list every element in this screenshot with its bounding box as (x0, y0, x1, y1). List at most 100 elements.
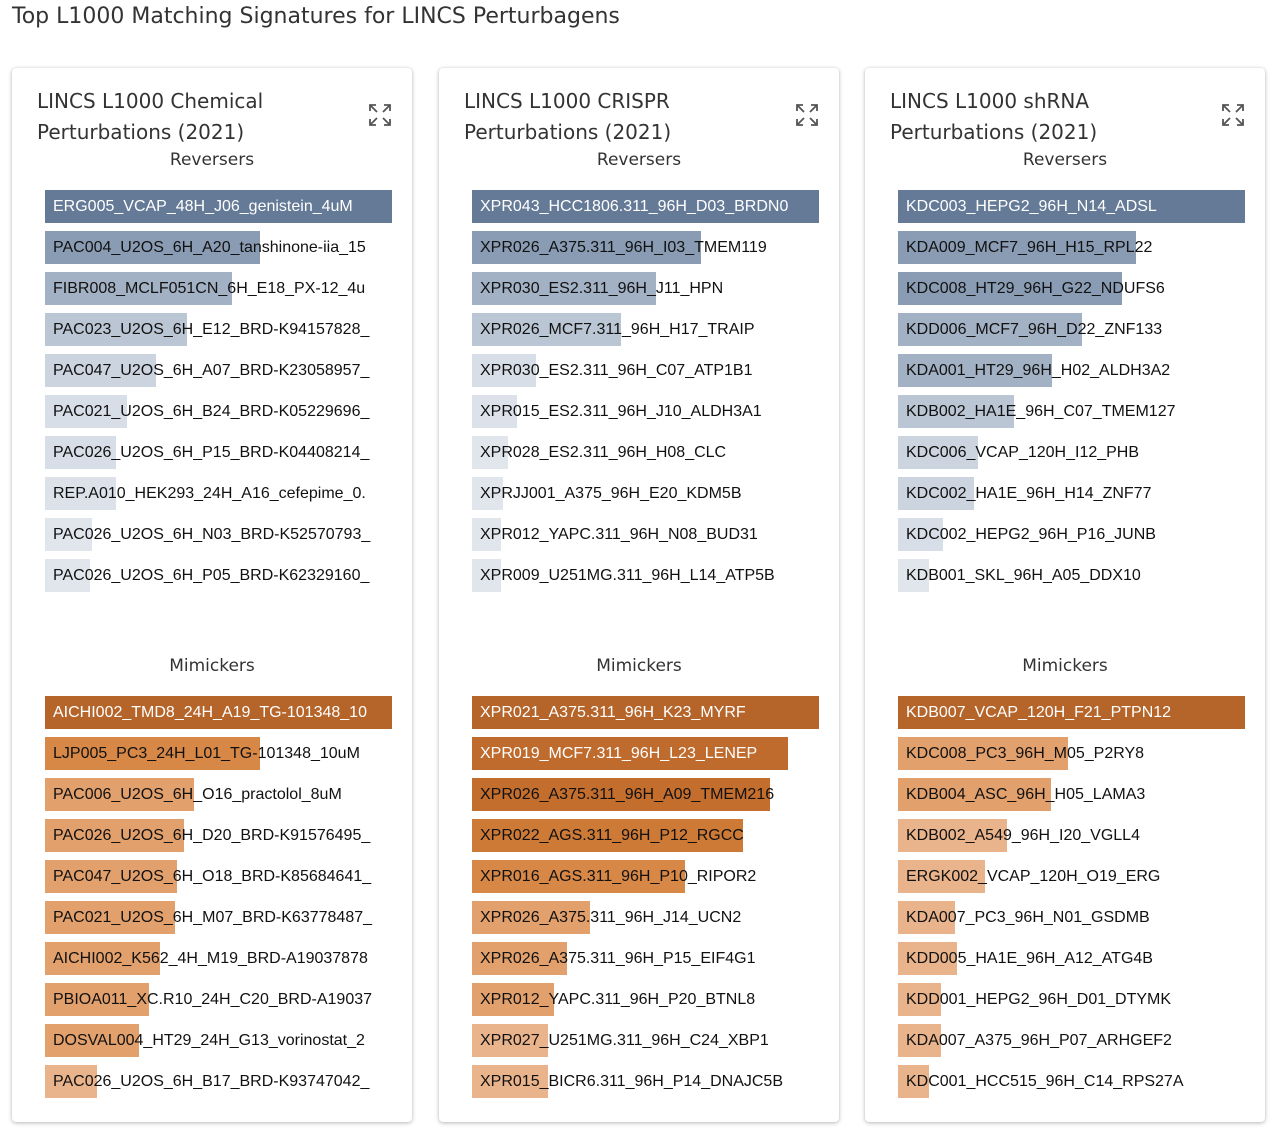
mimickers-bar-row[interactable]: PAC026_U2OS_6H_B17_BRD-K93747042_ (45, 1065, 400, 1098)
reversers-bar (45, 354, 156, 387)
reversers-bar-label: KDC002_HEPG2_96H_P16_JUNB (906, 526, 1156, 543)
mimickers-bar-row[interactable]: PAC026_U2OS_6H_D20_BRD-K91576495_ (45, 819, 400, 852)
reversers-bar (472, 559, 501, 592)
reversers-bar-row[interactable]: PAC004_U2OS_6H_A20_tanshinone-iia_15 (45, 231, 400, 264)
mimickers-bar-row[interactable]: XPR015_BICR6.311_96H_P14_DNAJC5B (472, 1065, 827, 1098)
reversers-bar-row[interactable]: ERG005_VCAP_48H_J06_genistein_4uM (45, 190, 400, 223)
expand-icon[interactable] (1221, 103, 1245, 127)
reversers-bar-label: XPR009_U251MG.311_96H_L14_ATP5B (480, 567, 775, 584)
reversers-bar-label: KDC003_HEPG2_96H_N14_ADSL (906, 198, 1157, 215)
mimickers-bar-row[interactable]: KDD005_HA1E_96H_A12_ATG4B (898, 942, 1253, 975)
mimickers-bar-row[interactable]: KDC001_HCC515_96H_C14_RPS27A (898, 1065, 1253, 1098)
mimickers-bar-row[interactable]: AICHI002_TMD8_24H_A19_TG-101348_10 (45, 696, 400, 729)
mimickers-bar-row[interactable]: KDD001_HEPG2_96H_D01_DTYMK (898, 983, 1253, 1016)
reversers-bar-row[interactable]: KDC003_HEPG2_96H_N14_ADSL (898, 190, 1253, 223)
reversers-bar (472, 518, 501, 551)
reversers-bar-row[interactable]: XPR015_ES2.311_96H_J10_ALDH3A1 (472, 395, 827, 428)
reversers-bar-row[interactable]: XPR026_A375.311_96H_I03_TMEM119 (472, 231, 827, 264)
mimickers-bar-row[interactable]: PAC006_U2OS_6H_O16_practolol_8uM (45, 778, 400, 811)
reversers-bar-row[interactable]: KDC006_VCAP_120H_I12_PHB (898, 436, 1253, 469)
reversers-title: Reversers (596, 150, 682, 170)
reversers-bar-label: XPRJJ001_A375_96H_E20_KDM5B (480, 485, 742, 502)
reversers-bar (898, 231, 1136, 264)
reversers-bar (472, 436, 508, 469)
mimickers-bar-list: AICHI002_TMD8_24H_A19_TG-101348_10 LJP005… (45, 696, 400, 1106)
reversers-bar-row[interactable]: FIBR008_MCLF051CN_6H_E18_PX-12_4u (45, 272, 400, 305)
page-title: Top L1000 Matching Signatures for LINCS … (12, 4, 620, 29)
reversers-bar-label: KDC008_HT29_96H_G22_NDUFS6 (906, 280, 1165, 297)
reversers-bar-row[interactable]: KDC008_HT29_96H_G22_NDUFS6 (898, 272, 1253, 305)
mimickers-bar-row[interactable]: XPR019_MCF7.311_96H_L23_LENEP (472, 737, 827, 770)
mimickers-bar-row[interactable]: KDC008_PC3_96H_M05_P2RY8 (898, 737, 1253, 770)
reversers-bar-row[interactable]: KDB001_SKL_96H_A05_DDX10 (898, 559, 1253, 592)
reversers-bar-label: XPR043_HCC1806.311_96H_D03_BRDN0 (480, 198, 789, 215)
reversers-bar-row[interactable]: REP.A010_HEK293_24H_A16_cefepime_0. (45, 477, 400, 510)
mimickers-bar-row[interactable]: PAC047_U2OS_6H_O18_BRD-K85684641_ (45, 860, 400, 893)
expand-icon[interactable] (795, 103, 819, 127)
reversers-bar-row[interactable]: XPR009_U251MG.311_96H_L14_ATP5B (472, 559, 827, 592)
mimickers-bar (472, 778, 770, 811)
mimickers-bar-label: KDB004_ASC_96H_H05_LAMA3 (906, 786, 1146, 803)
reversers-bar (45, 559, 90, 592)
expand-icon[interactable] (368, 103, 392, 127)
mimickers-bar-row[interactable]: XPR027_U251MG.311_96H_C24_XBP1 (472, 1024, 827, 1057)
mimickers-bar-row[interactable]: XPR022_AGS.311_96H_P12_RGCC (472, 819, 827, 852)
reversers-bar (45, 190, 392, 223)
mimickers-bar-label: PAC026_U2OS_6H_D20_BRD-K91576495_ (53, 827, 371, 844)
reversers-bar-label: KDB002_HA1E_96H_C07_TMEM127 (906, 403, 1176, 420)
mimickers-bar-row[interactable]: KDB007_VCAP_120H_F21_PTPN12 (898, 696, 1253, 729)
mimickers-bar-label: XPR019_MCF7.311_96H_L23_LENEP (480, 745, 758, 762)
signature-card: LINCS L1000 Chemical Perturbations (2021… (12, 68, 412, 1122)
reversers-bar (472, 313, 621, 346)
mimickers-bar (898, 1065, 929, 1098)
reversers-bar-row[interactable]: XPR012_YAPC.311_96H_N08_BUD31 (472, 518, 827, 551)
mimickers-bar-row[interactable]: KDB002_A549_96H_I20_VGLL4 (898, 819, 1253, 852)
mimickers-bar-label: KDC001_HCC515_96H_C14_RPS27A (906, 1073, 1184, 1090)
reversers-bar-row[interactable]: PAC026_U2OS_6H_P05_BRD-K62329160_ (45, 559, 400, 592)
reversers-bar-label: KDC002_HA1E_96H_H14_ZNF77 (906, 485, 1152, 502)
reversers-bar-row[interactable]: XPRJJ001_A375_96H_E20_KDM5B (472, 477, 827, 510)
mimickers-bar-row[interactable]: KDA007_A375_96H_P07_ARHGEF2 (898, 1024, 1253, 1057)
reversers-bar-row[interactable]: KDB002_HA1E_96H_C07_TMEM127 (898, 395, 1253, 428)
mimickers-bar-row[interactable]: ERGK002_VCAP_120H_O19_ERG (898, 860, 1253, 893)
mimickers-bar-label: XPR021_A375.311_96H_K23_MYRF (480, 704, 746, 721)
reversers-bar-row[interactable]: XPR030_ES2.311_96H_C07_ATP1B1 (472, 354, 827, 387)
mimickers-bar-row[interactable]: KDA007_PC3_96H_N01_GSDMB (898, 901, 1253, 934)
mimickers-bar (472, 901, 590, 934)
reversers-bar-row[interactable]: XPR043_HCC1806.311_96H_D03_BRDN0 (472, 190, 827, 223)
mimickers-bar-row[interactable]: AICHI002_K562_4H_M19_BRD-A19037878 (45, 942, 400, 975)
reversers-bar-row[interactable]: PAC026_U2OS_6H_N03_BRD-K52570793_ (45, 518, 400, 551)
reversers-bar-row[interactable]: KDC002_HA1E_96H_H14_ZNF77 (898, 477, 1253, 510)
reversers-bar-label: ERG005_VCAP_48H_J06_genistein_4uM (53, 198, 353, 215)
reversers-bar-label: KDA009_MCF7_96H_H15_RPL22 (906, 239, 1153, 256)
mimickers-bar-row[interactable]: PBIOA011_XC.R10_24H_C20_BRD-A19037 (45, 983, 400, 1016)
reversers-bar-row[interactable]: PAC047_U2OS_6H_A07_BRD-K23058957_ (45, 354, 400, 387)
reversers-bar-row[interactable]: XPR028_ES2.311_96H_H08_CLC (472, 436, 827, 469)
reversers-bar-row[interactable]: KDA009_MCF7_96H_H15_RPL22 (898, 231, 1253, 264)
mimickers-bar-row[interactable]: XPR026_A375.311_96H_A09_TMEM216 (472, 778, 827, 811)
reversers-bar-row[interactable]: PAC021_U2OS_6H_B24_BRD-K05229696_ (45, 395, 400, 428)
mimickers-bar-row[interactable]: KDB004_ASC_96H_H05_LAMA3 (898, 778, 1253, 811)
mimickers-bar-row[interactable]: PAC021_U2OS_6H_M07_BRD-K63778487_ (45, 901, 400, 934)
reversers-bar-label: PAC047_U2OS_6H_A07_BRD-K23058957_ (53, 362, 370, 379)
reversers-bar-label: XPR012_YAPC.311_96H_N08_BUD31 (480, 526, 758, 543)
reversers-bar-row[interactable]: KDC002_HEPG2_96H_P16_JUNB (898, 518, 1253, 551)
mimickers-bar-row[interactable]: LJP005_PC3_24H_L01_TG-101348_10uM (45, 737, 400, 770)
mimickers-bar (898, 778, 1051, 811)
reversers-bar-label: XPR030_ES2.311_96H_C07_ATP1B1 (480, 362, 753, 379)
reversers-bar-row[interactable]: KDD006_MCF7_96H_D22_ZNF133 (898, 313, 1253, 346)
mimickers-bar-row[interactable]: XPR026_A375.311_96H_J14_UCN2 (472, 901, 827, 934)
reversers-bar-row[interactable]: KDA001_HT29_96H_H02_ALDH3A2 (898, 354, 1253, 387)
mimickers-bar-row[interactable]: XPR016_AGS.311_96H_P10_RIPOR2 (472, 860, 827, 893)
mimickers-bar-label: AICHI002_TMD8_24H_A19_TG-101348_10 (53, 704, 367, 721)
reversers-bar-row[interactable]: PAC026_U2OS_6H_P15_BRD-K04408214_ (45, 436, 400, 469)
reversers-bar (45, 436, 116, 469)
mimickers-bar-row[interactable]: XPR026_A375.311_96H_P15_EIF4G1 (472, 942, 827, 975)
reversers-bar (45, 395, 127, 428)
mimickers-bar-row[interactable]: DOSVAL004_HT29_24H_G13_vorinostat_2 (45, 1024, 400, 1057)
reversers-bar-row[interactable]: XPR026_MCF7.311_96H_H17_TRAIP (472, 313, 827, 346)
mimickers-bar-row[interactable]: XPR012_YAPC.311_96H_P20_BTNL8 (472, 983, 827, 1016)
reversers-bar-row[interactable]: XPR030_ES2.311_96H_J11_HPN (472, 272, 827, 305)
reversers-bar-row[interactable]: PAC023_U2OS_6H_E12_BRD-K94157828_ (45, 313, 400, 346)
mimickers-bar-row[interactable]: XPR021_A375.311_96H_K23_MYRF (472, 696, 827, 729)
